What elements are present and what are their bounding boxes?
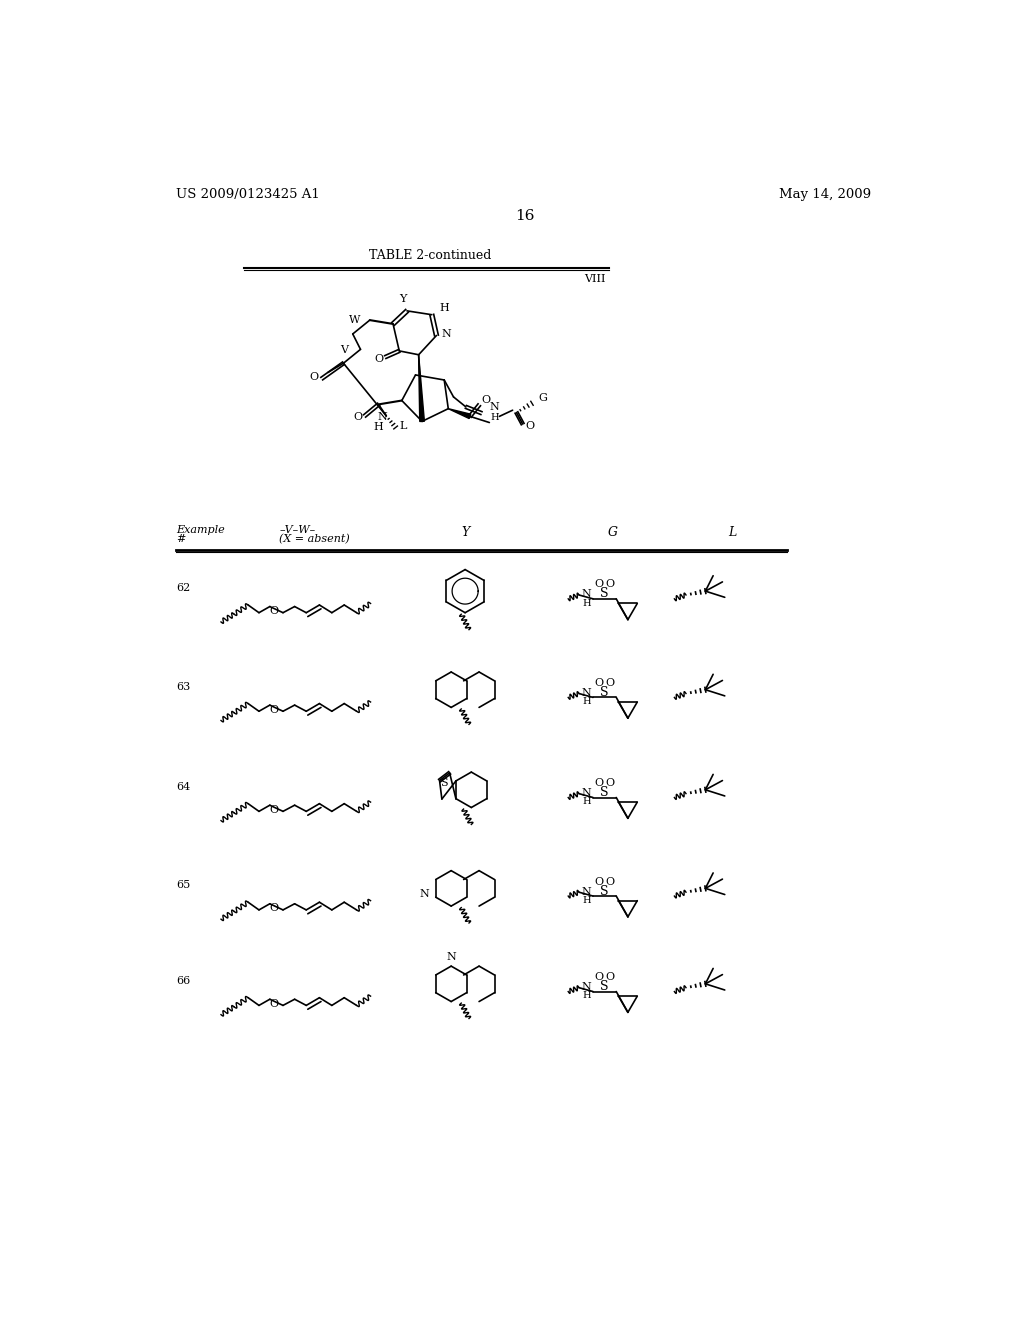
- Text: L: L: [399, 421, 407, 432]
- Text: G: G: [539, 393, 547, 403]
- Text: (X = absent): (X = absent): [280, 533, 350, 544]
- Text: G: G: [607, 527, 617, 540]
- Text: S: S: [600, 587, 609, 601]
- Text: W: W: [349, 315, 360, 325]
- Text: 64: 64: [176, 781, 190, 792]
- Text: S: S: [600, 979, 609, 993]
- Text: 63: 63: [176, 681, 190, 692]
- Text: Y: Y: [461, 527, 469, 540]
- Text: O: O: [595, 777, 604, 788]
- Text: TABLE 2-continued: TABLE 2-continued: [369, 248, 492, 261]
- Text: O: O: [605, 579, 614, 589]
- Text: O: O: [595, 876, 604, 887]
- Text: –V–W–: –V–W–: [280, 524, 315, 535]
- Text: H: H: [439, 302, 450, 313]
- Text: O: O: [269, 903, 279, 913]
- Text: 16: 16: [515, 209, 535, 223]
- Text: S: S: [439, 777, 447, 788]
- Text: Example: Example: [176, 524, 225, 535]
- Text: O: O: [354, 412, 362, 422]
- Text: US 2009/0123425 A1: US 2009/0123425 A1: [176, 189, 319, 202]
- Text: H: H: [374, 422, 383, 432]
- Text: O: O: [605, 777, 614, 788]
- Text: O: O: [605, 876, 614, 887]
- Text: H: H: [583, 697, 591, 706]
- Text: N: N: [582, 788, 592, 799]
- Text: N: N: [420, 890, 429, 899]
- Text: V: V: [340, 346, 348, 355]
- Text: May 14, 2009: May 14, 2009: [779, 189, 871, 202]
- Text: H: H: [490, 413, 499, 422]
- Text: #: #: [176, 533, 185, 544]
- Text: O: O: [525, 421, 535, 432]
- Text: S: S: [600, 686, 609, 698]
- Text: Y: Y: [399, 293, 407, 304]
- Text: S: S: [600, 884, 609, 898]
- Text: N: N: [582, 982, 592, 993]
- Text: O: O: [595, 972, 604, 982]
- Text: O: O: [269, 705, 279, 715]
- Text: O: O: [605, 972, 614, 982]
- Text: N: N: [441, 329, 451, 339]
- Text: H: H: [583, 599, 591, 607]
- Text: S: S: [600, 785, 609, 799]
- Text: O: O: [375, 354, 384, 363]
- Text: 65: 65: [176, 880, 190, 891]
- Text: 62: 62: [176, 583, 190, 593]
- Text: VIII: VIII: [584, 273, 605, 284]
- Text: 66: 66: [176, 975, 190, 986]
- Text: O: O: [269, 606, 279, 616]
- Text: H: H: [583, 896, 591, 906]
- Text: O: O: [605, 678, 614, 688]
- Text: N: N: [582, 688, 592, 698]
- Text: O: O: [269, 999, 279, 1008]
- Polygon shape: [419, 355, 424, 421]
- Text: N: N: [378, 412, 387, 422]
- Text: H: H: [583, 797, 591, 807]
- Text: O: O: [309, 372, 318, 383]
- Text: O: O: [481, 395, 490, 404]
- Text: O: O: [595, 579, 604, 589]
- Text: O: O: [595, 678, 604, 688]
- Text: N: N: [489, 403, 500, 412]
- Text: N: N: [582, 887, 592, 896]
- Polygon shape: [449, 409, 471, 418]
- Text: O: O: [269, 805, 279, 814]
- Text: L: L: [728, 527, 736, 540]
- Text: H: H: [583, 991, 591, 1001]
- Text: N: N: [446, 952, 456, 962]
- Text: N: N: [582, 589, 592, 599]
